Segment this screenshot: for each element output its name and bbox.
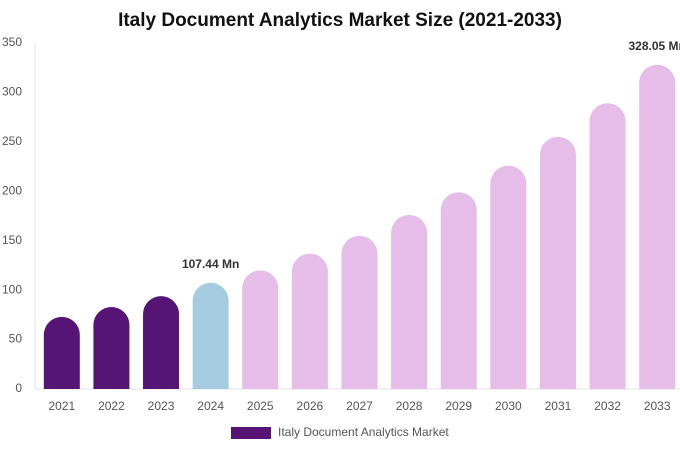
x-tick-label: 2028 — [396, 399, 423, 413]
x-tick-label: 2032 — [594, 399, 621, 413]
value-label: 328.05 Mn — [629, 39, 680, 53]
y-tick-label: 50 — [9, 332, 23, 346]
bar — [539, 136, 576, 389]
x-tick-label: 2023 — [148, 399, 175, 413]
x-tick-label: 2027 — [346, 399, 373, 413]
bar — [291, 253, 328, 389]
bar — [143, 296, 180, 389]
bar — [589, 103, 626, 389]
bar — [639, 64, 676, 389]
x-tick-label: 2029 — [445, 399, 472, 413]
y-tick-label: 200 — [2, 183, 22, 197]
legend-label: Italy Document Analytics Market — [278, 425, 449, 439]
y-tick-label: 100 — [2, 282, 22, 296]
bar — [391, 215, 428, 389]
y-tick-label: 300 — [2, 85, 22, 99]
y-tick-label: 150 — [2, 233, 22, 247]
bar — [440, 192, 477, 389]
y-tick-label: 250 — [2, 134, 22, 148]
x-tick-label: 2031 — [545, 399, 572, 413]
y-tick-label: 350 — [2, 35, 22, 49]
x-tick-label: 2026 — [297, 399, 324, 413]
bar — [93, 306, 130, 389]
x-tick-label: 2022 — [98, 399, 125, 413]
bar — [242, 270, 279, 389]
x-tick-label: 2021 — [48, 399, 75, 413]
bar — [490, 165, 527, 389]
chart-title: Italy Document Analytics Market Size (20… — [118, 10, 562, 31]
x-tick-label: 2030 — [495, 399, 522, 413]
legend-swatch — [231, 427, 271, 439]
bar — [43, 316, 80, 389]
x-tick-label: 2033 — [644, 399, 671, 413]
y-tick-label: 0 — [15, 381, 22, 395]
value-label: 107.44 Mn — [182, 257, 239, 271]
x-tick-label: 2024 — [197, 399, 224, 413]
bar — [192, 282, 229, 389]
x-tick-label: 2025 — [247, 399, 274, 413]
bar — [341, 235, 378, 389]
